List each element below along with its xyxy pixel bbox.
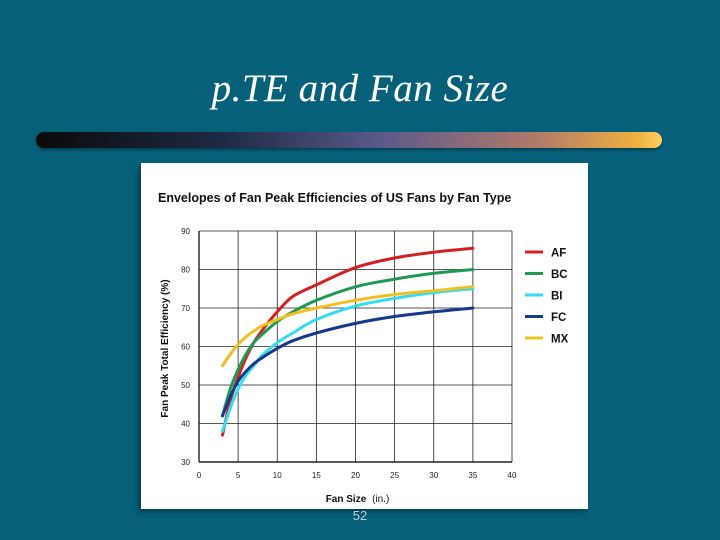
y-tick-label: 30 <box>181 458 190 467</box>
y-tick-label: 70 <box>181 304 190 313</box>
x-axis-label-unit: (in.) <box>372 494 389 505</box>
chart-title: Envelopes of Fan Peak Efficiencies of US… <box>158 191 511 205</box>
x-tick-label: 25 <box>390 471 399 480</box>
efficiency-chart: Envelopes of Fan Peak Efficiencies of US… <box>158 191 569 505</box>
y-tick-label: 90 <box>181 227 190 236</box>
legend-label-bi: BI <box>551 291 563 303</box>
series-line-mx <box>221 285 475 368</box>
y-axis-label: Fan Peak Total Efficiency (%) <box>160 279 171 417</box>
chart-grid <box>198 230 513 463</box>
y-tick-label: 60 <box>181 343 190 352</box>
chart-card: Envelopes of Fan Peak Efficiencies of US… <box>141 163 588 509</box>
title-divider-bar <box>36 132 662 148</box>
y-tick-label: 40 <box>181 420 190 429</box>
x-tick-label: 5 <box>236 471 241 480</box>
chart-ticks: 0 5 10 15 20 25 30 35 40 30 40 50 60 70 80 90 <box>181 227 517 480</box>
x-tick-label: 10 <box>273 471 282 480</box>
page-number: 52 <box>352 508 368 523</box>
x-tick-label: 35 <box>468 471 477 480</box>
legend-label-bc: BC <box>551 269 568 281</box>
x-tick-label: 15 <box>312 471 321 480</box>
legend-label-mx: MX <box>551 334 569 346</box>
y-tick-label: 80 <box>181 266 190 275</box>
series-line-bc <box>221 268 475 418</box>
x-tick-label: 40 <box>508 471 517 480</box>
x-tick-label: 0 <box>197 471 202 480</box>
legend-label-fc: FC <box>551 312 566 324</box>
chart-series <box>221 246 475 437</box>
x-axis-label-text: Fan Size <box>326 494 367 505</box>
slide-title: p.TE and Fan Size <box>211 67 509 110</box>
y-tick-label: 50 <box>181 381 190 390</box>
legend-label-af: AF <box>551 248 566 260</box>
x-tick-label: 30 <box>429 471 438 480</box>
series-line-bi <box>221 287 475 433</box>
x-tick-label: 20 <box>351 471 360 480</box>
series-line-af <box>221 246 475 437</box>
x-axis-label: Fan Size (in.) <box>326 494 390 505</box>
chart-legend: AF BC BI FC MX <box>525 248 569 346</box>
series-line-fc <box>221 306 475 418</box>
